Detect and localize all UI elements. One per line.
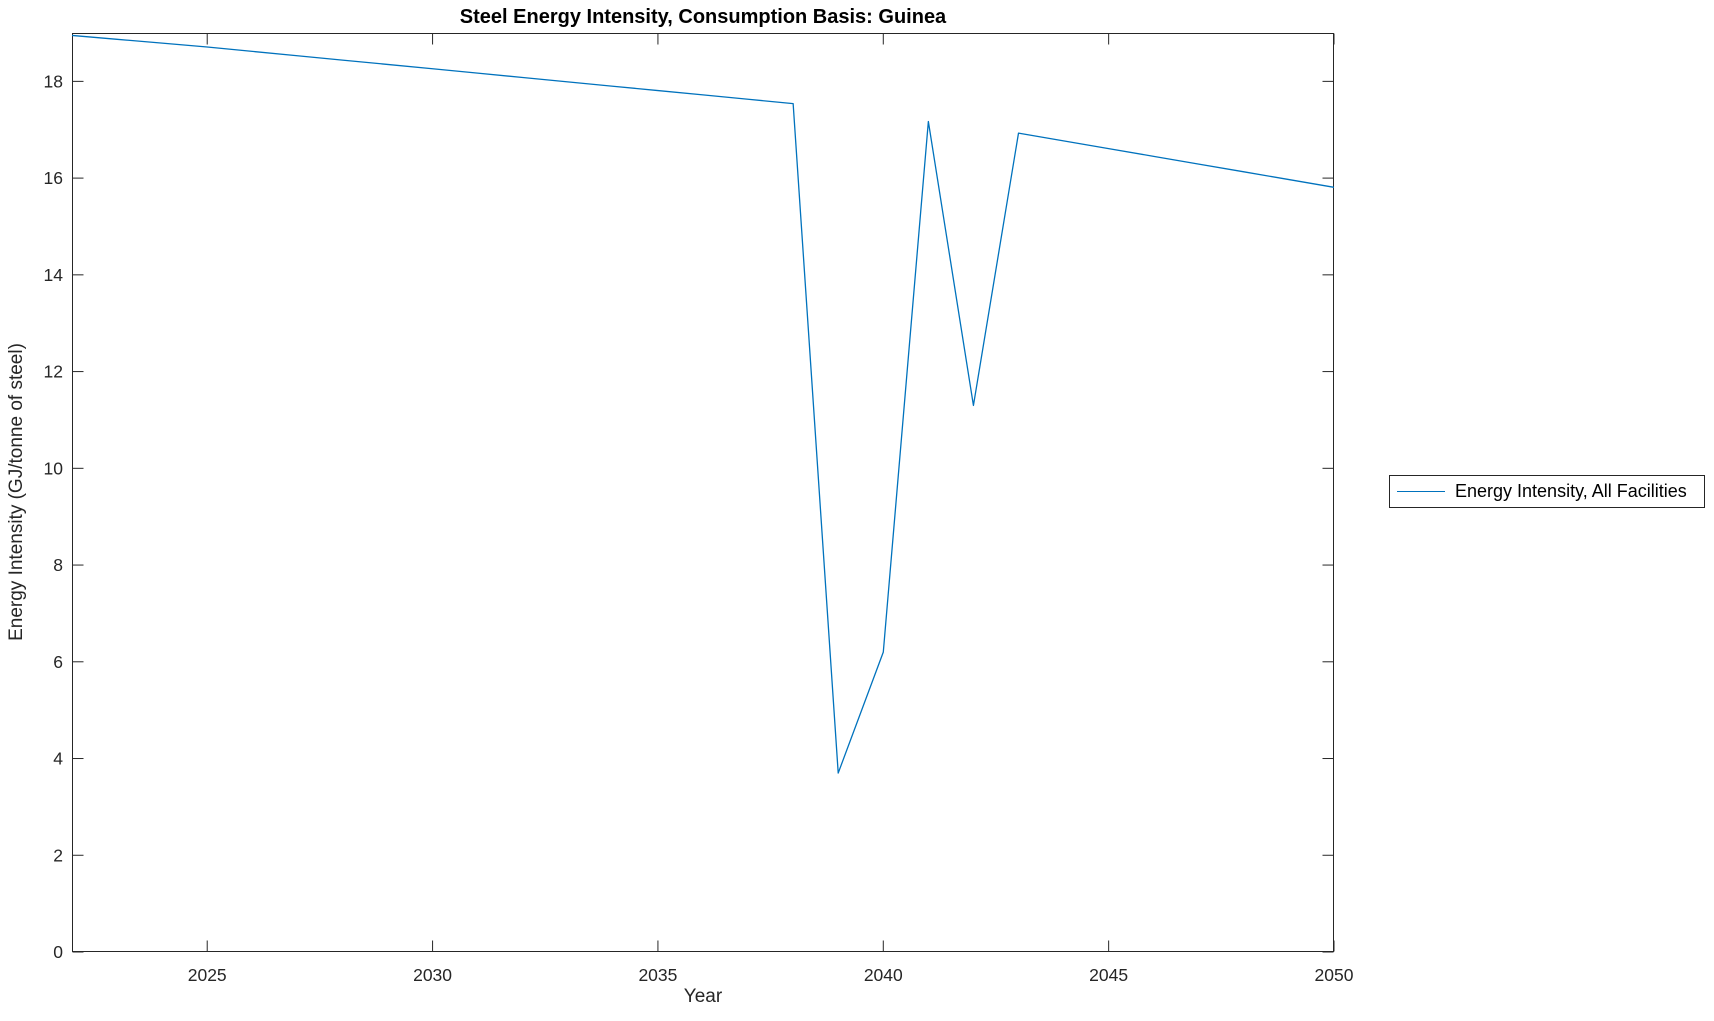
x-tick-label: 2040 <box>864 965 903 985</box>
y-tick-label: 14 <box>44 265 64 285</box>
y-tick-label: 6 <box>53 652 63 672</box>
y-tick-label: 4 <box>53 749 63 769</box>
y-tick-label: 2 <box>53 845 63 865</box>
y-tick-label: 12 <box>44 362 63 382</box>
legend-entry-label: Energy Intensity, All Facilities <box>1455 481 1687 501</box>
series-line <box>71 34 1335 774</box>
legend: Energy Intensity, All Facilities <box>1389 475 1705 508</box>
y-tick-label: 10 <box>44 458 64 478</box>
y-tick-label: 0 <box>53 942 63 962</box>
legend-line-sample <box>1397 490 1445 493</box>
x-tick-label: 2050 <box>1315 965 1354 985</box>
x-tick-label: 2035 <box>638 965 677 985</box>
x-tick-label: 2030 <box>413 965 452 985</box>
y-tick-label: 18 <box>44 71 63 91</box>
y-tick-label: 8 <box>53 555 63 575</box>
y-tick-label: 16 <box>44 168 63 188</box>
x-axis-label: Year <box>683 986 723 1007</box>
x-tick-label: 2045 <box>1089 965 1128 985</box>
axes-box <box>72 33 1334 952</box>
legend-line-icon <box>1397 490 1445 492</box>
x-tick-label: 2025 <box>188 965 227 985</box>
chart-title: Steel Energy Intensity, Consumption Basi… <box>459 6 947 28</box>
